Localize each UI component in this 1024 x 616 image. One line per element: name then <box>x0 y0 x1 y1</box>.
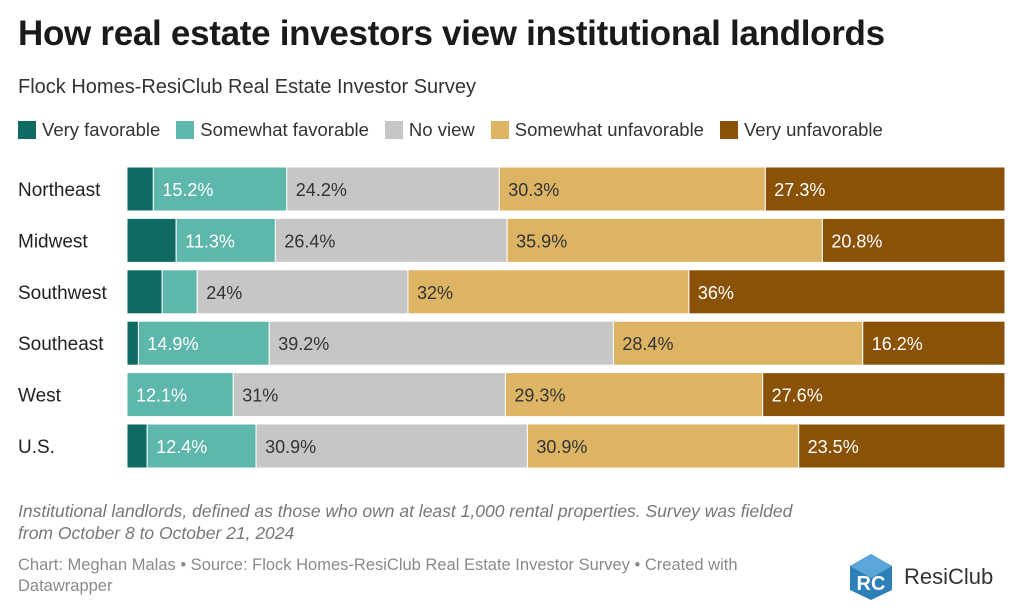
bar-segment <box>498 166 766 212</box>
bar-segment <box>407 269 690 315</box>
bar-segment <box>762 372 1006 418</box>
bar-segment <box>862 320 1006 366</box>
legend-swatch <box>18 121 36 139</box>
bar-value-label: 15.2% <box>162 180 213 200</box>
logo-mark-text: RC <box>857 573 886 595</box>
category-label: Southeast <box>18 334 104 355</box>
bar-value-label: 29.3% <box>514 386 565 406</box>
bar-value-label: 36% <box>698 283 734 303</box>
bar-value-label: 16.2% <box>872 334 923 354</box>
bar-value-label: 11.3% <box>185 231 235 251</box>
stacked-bar-chart: Northeast 15.2% 24.2% 30.3% 27.3% Midwest 11.3… <box>18 166 1006 469</box>
category-label: Southwest <box>18 283 107 304</box>
legend-swatch <box>384 121 403 139</box>
bar-value-label: 20.8% <box>831 231 882 251</box>
bar-segment <box>798 423 1006 469</box>
legend-swatch <box>490 121 509 139</box>
chart-title: How real estate investors view instituti… <box>18 14 885 53</box>
bar-value-label: 12.1% <box>136 386 187 406</box>
bar-segment <box>126 166 154 212</box>
legend-item-somewhat-favorable: Somewhat favorable <box>176 119 369 141</box>
bar-segment <box>688 269 1006 315</box>
legend-swatch <box>719 121 738 139</box>
bar-value-label: 24% <box>206 283 242 303</box>
legend-label: Somewhat unfavorable <box>514 119 704 140</box>
bar-segment <box>175 217 276 263</box>
bar-value-label: 35.9% <box>516 231 567 251</box>
bar-segment <box>274 217 508 263</box>
legend-label: Very favorable <box>42 119 161 140</box>
bar-value-label: 30.9% <box>265 437 316 457</box>
legend-label: Very unfavorable <box>743 119 883 140</box>
bar-segment <box>506 217 823 263</box>
bar-segment <box>126 423 148 469</box>
chart-note: Institutional landlords, defined as thos… <box>18 501 793 543</box>
bar-segment <box>286 166 500 212</box>
bar-segment <box>146 423 257 469</box>
bar-segment <box>255 423 528 469</box>
bar-value-label: 30.9% <box>536 437 587 457</box>
legend-swatch <box>176 121 195 139</box>
bar-segment <box>152 166 288 212</box>
bar-segment <box>526 423 800 469</box>
bar-segment <box>504 372 764 418</box>
legend: Very favorable Somewhat favorable No vie… <box>18 119 899 141</box>
bar-segment <box>268 320 614 366</box>
bar-value-label: 39.2% <box>278 334 329 354</box>
bar-value-label: 23.5% <box>808 437 859 457</box>
category-label: U.S. <box>18 437 55 458</box>
bar-value-label: 14.9% <box>147 334 198 354</box>
bar-value-label: 27.3% <box>774 180 825 200</box>
bar-segment <box>126 217 177 263</box>
bar-value-label: 30.3% <box>508 180 559 200</box>
bar-value-label: 12.4% <box>156 437 207 457</box>
bar-segment <box>232 372 506 418</box>
legend-label: Somewhat favorable <box>200 119 369 140</box>
category-label: Midwest <box>18 231 88 252</box>
bar-segment <box>764 166 1006 212</box>
chart-subtitle: Flock Homes-ResiClub Real Estate Investo… <box>18 76 476 98</box>
bar-segment <box>126 320 139 366</box>
legend-item-somewhat-unfavorable: Somewhat unfavorable <box>490 119 704 141</box>
legend-item-very-favorable: Very favorable <box>18 119 160 141</box>
legend-label: No view <box>408 119 475 140</box>
bar-value-label: 24.2% <box>296 180 347 200</box>
chart-credits: Chart: Meghan Malas • Source: Flock Home… <box>18 556 738 595</box>
bar-segment <box>612 320 864 366</box>
resiclub-logo-text: ResiClub <box>904 564 994 589</box>
bar-value-label: 28.4% <box>622 334 673 354</box>
resiclub-logo: RC ResiClub <box>846 552 993 602</box>
bar-value-label: 32% <box>417 283 453 303</box>
resiclub-logo-icon: RC <box>850 554 892 600</box>
category-label: Northeast <box>18 180 101 201</box>
bar-segment <box>821 217 1006 263</box>
legend-item-no-view: No view <box>384 119 475 141</box>
category-label: West <box>18 386 62 407</box>
bar-segment <box>161 269 198 315</box>
bar-segment <box>196 269 409 315</box>
bar-value-label: 26.4% <box>284 231 335 251</box>
bar-segment <box>126 269 163 315</box>
bar-value-label: 27.6% <box>772 386 823 406</box>
legend-item-very-unfavorable: Very unfavorable <box>719 119 883 141</box>
bar-value-label: 31% <box>242 386 278 406</box>
